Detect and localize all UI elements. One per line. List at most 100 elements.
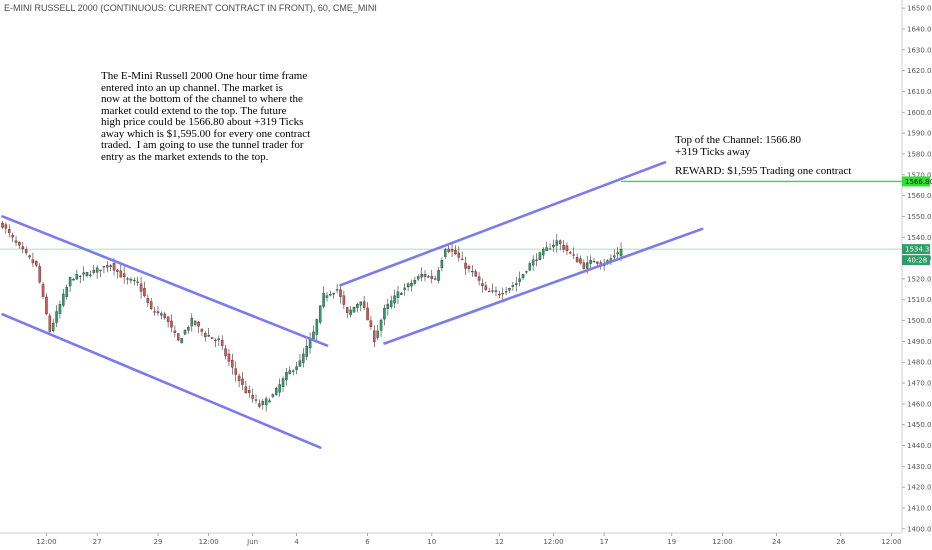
y-tick-label: 1560.00 bbox=[907, 192, 932, 200]
candle-up bbox=[548, 248, 552, 250]
candle-down bbox=[146, 297, 150, 303]
candle-down bbox=[170, 320, 173, 328]
candle-down bbox=[558, 240, 562, 245]
price-tags-layer: 1566.80 1534.30 40:28 bbox=[902, 176, 932, 266]
candle-down bbox=[112, 263, 116, 271]
candle-down bbox=[474, 271, 477, 277]
candle-up bbox=[332, 293, 335, 295]
candle-up bbox=[58, 304, 62, 314]
y-tick-label: 1550.00 bbox=[907, 213, 932, 221]
x-tick-label: 26 bbox=[836, 538, 845, 546]
candle-up bbox=[545, 247, 548, 252]
y-tick-label: 1650.00 bbox=[907, 5, 932, 13]
x-tick-label: 12:00 bbox=[881, 538, 901, 546]
candle-up bbox=[102, 266, 106, 268]
candle-down bbox=[373, 330, 376, 342]
candle-up bbox=[389, 300, 393, 308]
candle-up bbox=[356, 303, 359, 308]
candle-up bbox=[335, 289, 339, 291]
candle-up bbox=[393, 295, 396, 304]
candle-up bbox=[82, 272, 85, 275]
y-tick-label: 1450.00 bbox=[907, 421, 932, 429]
candle-down bbox=[234, 368, 237, 375]
candle-up bbox=[420, 274, 423, 278]
candle-down bbox=[433, 278, 437, 280]
reward-note: REWARD: $1,595 Trading one contract bbox=[675, 165, 852, 177]
candle-down bbox=[45, 296, 48, 315]
candle-up bbox=[531, 259, 535, 266]
y-tick-label: 1500.00 bbox=[907, 317, 932, 325]
x-tick-label: 12:00 bbox=[199, 538, 219, 546]
candle-down bbox=[346, 307, 349, 313]
candle-down bbox=[193, 320, 197, 325]
candle-up bbox=[444, 249, 447, 257]
candle-down bbox=[498, 293, 501, 296]
candle-up bbox=[511, 285, 515, 287]
candle-up bbox=[325, 295, 329, 298]
x-tick-label: 6 bbox=[365, 538, 370, 546]
candle-up bbox=[413, 280, 417, 284]
candle-up bbox=[359, 301, 363, 306]
candle-down bbox=[139, 283, 143, 292]
candle-down bbox=[173, 330, 177, 333]
target-price-tag-label: 1566.80 bbox=[905, 178, 932, 186]
candle-down bbox=[48, 315, 52, 332]
candle-down bbox=[430, 276, 434, 279]
x-tick-label: 27 bbox=[93, 538, 102, 546]
y-tick-label: 1600.00 bbox=[907, 109, 932, 117]
candle-up bbox=[305, 345, 308, 357]
candle-up bbox=[89, 274, 92, 276]
candle-down bbox=[251, 395, 254, 399]
candle-up bbox=[288, 370, 292, 374]
candle-down bbox=[237, 375, 241, 381]
candle-up bbox=[491, 290, 494, 292]
candle-down bbox=[41, 284, 45, 297]
candle-down bbox=[572, 254, 575, 256]
x-tick-label: 12:00 bbox=[36, 538, 56, 546]
candle-down bbox=[464, 262, 467, 269]
candle-down bbox=[143, 288, 146, 297]
candle-down bbox=[28, 255, 31, 258]
candle-up bbox=[379, 319, 383, 331]
candle-up bbox=[268, 400, 271, 403]
candle-down bbox=[11, 235, 14, 238]
countdown-tag-label: 40:28 bbox=[907, 257, 927, 265]
candle-up bbox=[261, 401, 265, 405]
x-tick-label: 12:00 bbox=[712, 538, 732, 546]
candle-up bbox=[109, 265, 112, 268]
y-tick-label: 1400.00 bbox=[907, 525, 932, 533]
candle-up bbox=[264, 398, 268, 406]
candle-up bbox=[281, 378, 285, 387]
candle-up bbox=[65, 286, 68, 298]
y-tick-label: 1470.00 bbox=[907, 380, 932, 388]
candle-up bbox=[298, 360, 302, 367]
candle-up bbox=[592, 261, 596, 263]
candle-up bbox=[538, 252, 542, 261]
candle-up bbox=[383, 308, 386, 320]
candle-down bbox=[369, 320, 373, 327]
candle-up bbox=[515, 283, 518, 285]
candle-down bbox=[227, 353, 231, 362]
x-axis: 12:00 27 29 12:00 Jun 4 6 10 12 12:00 17 19 12:00 24 2… bbox=[0, 532, 902, 546]
y-tick-label: 1630.00 bbox=[907, 46, 932, 54]
candle-up bbox=[315, 319, 319, 335]
candle-up bbox=[349, 309, 352, 315]
candle-up bbox=[126, 278, 129, 280]
candle-down bbox=[366, 307, 369, 321]
current-price-tag-label: 1534.30 bbox=[905, 246, 932, 254]
candle-up bbox=[190, 317, 194, 327]
candle-up bbox=[275, 387, 278, 395]
candle-down bbox=[224, 348, 227, 356]
candle-up bbox=[376, 330, 379, 338]
candle-up bbox=[518, 278, 521, 282]
x-tick-label: 19 bbox=[667, 538, 676, 546]
candle-down bbox=[156, 311, 160, 314]
y-tick-label: 1490.00 bbox=[907, 338, 932, 346]
top-of-channel-note: Top of the Channel: 1566.80 +319 Ticks a… bbox=[675, 134, 802, 158]
y-tick-label: 1410.00 bbox=[907, 505, 932, 513]
candles-layer bbox=[0, 220, 902, 412]
analysis-note: The E-Mini Russell 2000 One hour time fr… bbox=[101, 70, 311, 163]
y-tick-label: 1430.00 bbox=[907, 463, 932, 471]
x-tick-label: 24 bbox=[772, 538, 781, 546]
